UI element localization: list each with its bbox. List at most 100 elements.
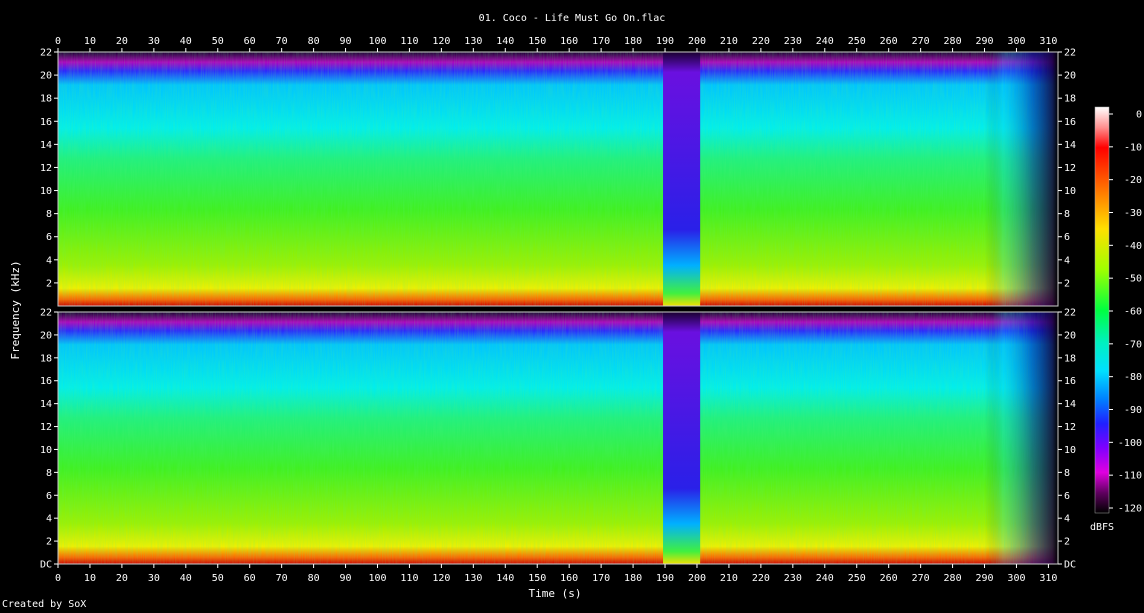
x-tick-label-bottom: 300 — [1007, 573, 1025, 584]
x-axis-ticks: 0 0 10 10 20 20 30 30 40 40 50 50 60 60 70 70 80 80 90 90 10… — [55, 36, 1057, 584]
y-tick-label-left: 22 — [40, 48, 52, 59]
channel-2-spectrogram — [57, 311, 1059, 565]
colorbar — [1094, 106, 1110, 514]
y-tick-label-right: 14 — [1064, 399, 1076, 410]
x-tick-label-top: 90 — [340, 36, 352, 47]
y-tick-label-right: 2 — [1064, 537, 1070, 548]
x-tick-label-top: 270 — [912, 36, 930, 47]
y-tick-label-left: 20 — [40, 71, 52, 82]
y-tick-label-right: 16 — [1064, 376, 1076, 387]
channel-2-frame — [57, 311, 1059, 565]
y-tick-label-right: 10 — [1064, 445, 1076, 456]
plot-area — [57, 51, 1059, 565]
y-tick-label-left: 22 — [40, 308, 52, 319]
chart-title: 01. Coco - Life Must Go On.flac — [479, 13, 666, 24]
channel-1-frame — [57, 51, 1059, 307]
x-tick-label-bottom: 80 — [308, 573, 320, 584]
x-tick-label-bottom: 170 — [592, 573, 610, 584]
x-axis-label: Time (s) — [529, 587, 582, 600]
x-tick-label-top: 60 — [244, 36, 256, 47]
colorbar-tick-label: -10 — [1124, 142, 1142, 153]
colorbar-tick-label: -80 — [1124, 372, 1142, 383]
y-tick-label-left: 18 — [40, 94, 52, 105]
colorbar-ticks: 0 -10 -20 -30 -40 -50 -60 -70 -80 -90 -100 -110 -120 — [1109, 110, 1142, 515]
x-tick-label-bottom: 150 — [528, 573, 546, 584]
colorbar-tick-label: -40 — [1124, 241, 1142, 252]
x-tick-label-top: 310 — [1039, 36, 1057, 47]
y-tick-label-left: 8 — [46, 468, 52, 479]
x-tick-label-top: 80 — [308, 36, 320, 47]
x-tick-label-bottom: 220 — [752, 573, 770, 584]
y-tick-label-right: 12 — [1064, 163, 1076, 174]
y-tick-label-right: 4 — [1064, 255, 1070, 266]
y-tick-label-left: 12 — [40, 163, 52, 174]
y-tick-label-right: 20 — [1064, 330, 1076, 341]
colorbar-tick-label: -20 — [1124, 175, 1142, 186]
y-axis-label: Frequency (kHz) — [9, 260, 22, 359]
x-tick-label-top: 70 — [276, 36, 288, 47]
x-tick-label-top: 200 — [688, 36, 706, 47]
x-tick-label-bottom: 280 — [944, 573, 962, 584]
x-tick-label-top: 150 — [528, 36, 546, 47]
y-tick-label-right: 12 — [1064, 422, 1076, 433]
y-tick-label-right: 4 — [1064, 514, 1070, 525]
x-tick-label-top: 0 — [55, 36, 61, 47]
x-tick-label-top: 260 — [880, 36, 898, 47]
y-tick-label-right: DC — [1064, 560, 1076, 571]
x-tick-label-bottom: 110 — [400, 573, 418, 584]
x-tick-label-top: 250 — [848, 36, 866, 47]
y-tick-label-left: 12 — [40, 422, 52, 433]
x-tick-label-bottom: 60 — [244, 573, 256, 584]
colorbar-tick-label: -100 — [1118, 438, 1142, 449]
y-tick-label-right: 14 — [1064, 140, 1076, 151]
y-tick-label-right: 22 — [1064, 308, 1076, 319]
y-tick-label-right: 18 — [1064, 353, 1076, 364]
x-tick-label-bottom: 250 — [848, 573, 866, 584]
y-tick-label-right: 10 — [1064, 186, 1076, 197]
y-tick-label-right: 20 — [1064, 71, 1076, 82]
channel-2-fade-out — [984, 312, 1058, 564]
x-tick-label-top: 20 — [116, 36, 128, 47]
y-tick-label-left: 4 — [46, 255, 52, 266]
colorbar-label: dBFS — [1090, 522, 1114, 533]
x-tick-label-bottom: 50 — [212, 573, 224, 584]
x-tick-label-bottom: 10 — [84, 573, 96, 584]
x-tick-label-bottom: 100 — [368, 573, 386, 584]
x-tick-label-top: 180 — [624, 36, 642, 47]
x-tick-label-top: 220 — [752, 36, 770, 47]
channel-1-quiet-segment — [663, 52, 701, 306]
y-tick-label-left: 4 — [46, 514, 52, 525]
y-tick-label-left: 14 — [40, 140, 52, 151]
x-tick-label-top: 10 — [84, 36, 96, 47]
channel-1-fade-out — [984, 52, 1058, 306]
x-tick-label-bottom: 240 — [816, 573, 834, 584]
y-tick-label-left: 2 — [46, 278, 52, 289]
x-tick-label-top: 50 — [212, 36, 224, 47]
y-tick-label-right: 2 — [1064, 278, 1070, 289]
x-tick-label-top: 160 — [560, 36, 578, 47]
y-tick-label-right: 6 — [1064, 232, 1070, 243]
x-tick-label-bottom: 90 — [340, 573, 352, 584]
x-tick-label-bottom: 230 — [784, 573, 802, 584]
x-tick-label-bottom: 190 — [656, 573, 674, 584]
x-tick-label-top: 30 — [148, 36, 160, 47]
y-tick-label-left: 14 — [40, 399, 52, 410]
x-tick-label-top: 230 — [784, 36, 802, 47]
x-tick-label-bottom: 120 — [432, 573, 450, 584]
x-tick-label-bottom: 310 — [1039, 573, 1057, 584]
y-tick-label-right: 22 — [1064, 48, 1076, 59]
colorbar-tick-label: -70 — [1124, 339, 1142, 350]
channel-2-texture — [58, 312, 1058, 564]
y-tick-label-left: 10 — [40, 445, 52, 456]
y-tick-label-left: 6 — [46, 232, 52, 243]
x-tick-label-bottom: 180 — [624, 573, 642, 584]
x-tick-label-bottom: 70 — [276, 573, 288, 584]
channel-2-quiet-segment — [663, 312, 701, 564]
channel-1-texture — [58, 52, 1058, 306]
x-tick-label-top: 110 — [400, 36, 418, 47]
y-tick-label-left: 16 — [40, 376, 52, 387]
y-tick-label-left: 10 — [40, 186, 52, 197]
y-tick-label-left: 6 — [46, 491, 52, 502]
x-tick-label-bottom: 30 — [148, 573, 160, 584]
